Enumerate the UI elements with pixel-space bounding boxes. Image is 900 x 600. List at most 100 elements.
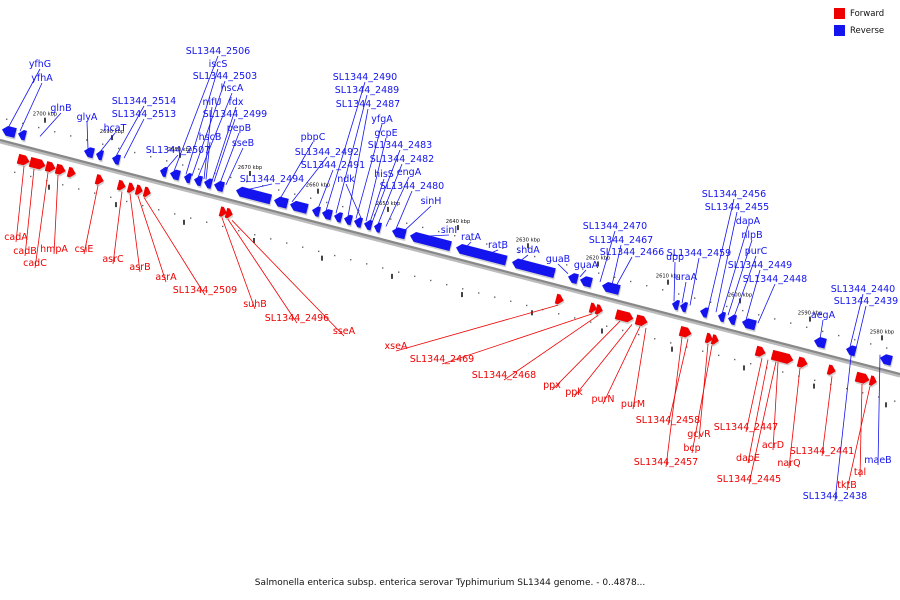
leader-line (291, 156, 328, 203)
guide-dot (198, 168, 200, 170)
reverse-gene-arrow (18, 130, 28, 143)
gene-label: gcpE (374, 128, 397, 139)
gene-body (796, 356, 808, 368)
scale-tick (667, 279, 669, 285)
reverse-gene-arrow (96, 150, 105, 163)
leader-line (185, 68, 219, 175)
gene-label: ratA (461, 232, 481, 243)
reverse-gene-arrow (2, 125, 18, 140)
gene-label: ratB (488, 240, 508, 251)
leader-line (245, 183, 273, 191)
gene-body (594, 304, 603, 315)
forward-gene-arrow (116, 179, 127, 193)
gene-body (84, 147, 95, 159)
guide-dot (414, 275, 416, 278)
gene-label: SL1344_2470 (583, 221, 647, 232)
guide-dot (822, 330, 824, 333)
guide-dot (62, 184, 64, 186)
guide-dot (326, 201, 328, 204)
scale-label: 2600 kbp (728, 292, 753, 298)
gene-label: SL1344_2494 (240, 174, 304, 185)
leader-line (335, 94, 368, 214)
gene-body (94, 174, 104, 185)
reverse-gene-arrow (728, 314, 738, 327)
gene-label: cadC (23, 258, 47, 269)
scale-label: 2700 kbp (33, 112, 58, 118)
leader-line (123, 118, 145, 159)
gene-body (44, 161, 56, 173)
leader-line (423, 234, 450, 237)
reverse-gene-arrow (392, 227, 408, 242)
gene-label: sseA (333, 326, 356, 337)
gene-body (700, 307, 710, 318)
forward-gene-arrow (126, 182, 136, 195)
leader-line (19, 82, 43, 132)
guide-dot (438, 230, 440, 233)
guide-dot (142, 204, 144, 207)
gene-body (704, 332, 713, 344)
leader-line (772, 362, 779, 451)
guide-dot (510, 300, 512, 302)
gene-label: SL1344_2507 (146, 145, 210, 156)
guide-dot (718, 354, 720, 357)
gene-body (754, 345, 766, 357)
leader-line (369, 178, 385, 223)
reverse-gene-arrow (374, 222, 383, 235)
gene-body (214, 181, 225, 192)
gene-body (588, 302, 597, 313)
scale-tick-lower (253, 238, 255, 243)
gene-label: SL1344_2490 (333, 72, 397, 83)
gene-body (2, 125, 17, 138)
gene-label: SL1344_2491 (301, 160, 365, 171)
gene-body (312, 206, 322, 217)
guide-dot (86, 139, 88, 141)
leader-line (227, 219, 298, 324)
gene-body (142, 186, 151, 197)
gene-label: purM (621, 399, 645, 410)
guide-dot (662, 289, 664, 291)
leader-line (615, 256, 633, 287)
guide-dot (134, 151, 136, 154)
leader-line (721, 225, 749, 314)
gene-body (96, 150, 105, 161)
guide-dot (430, 279, 432, 282)
guide-dot (886, 347, 888, 349)
guide-dot (70, 135, 72, 137)
guide-dot (302, 246, 304, 248)
gene-body (16, 153, 30, 166)
guide-dot (350, 259, 352, 261)
gene-label: purC (745, 246, 768, 257)
gene-body (456, 243, 508, 266)
gene-label: SL1344_2482 (370, 154, 434, 165)
gene-label: ppk (565, 387, 583, 398)
gene-label: purN (591, 394, 614, 405)
guide-dot (702, 350, 704, 352)
gene-label: SL1344_2441 (790, 446, 854, 457)
gene-label: hisS (374, 169, 394, 180)
leader-line (203, 106, 213, 180)
reverse-gene-arrow (410, 232, 453, 253)
gene-label: SL1344_2509 (173, 285, 237, 296)
leader-line (707, 198, 735, 311)
gene-label: SL1344_2457 (634, 457, 698, 468)
gene-label: SL1344_2445 (717, 474, 781, 485)
forward-gene-arrow (854, 371, 871, 386)
gene-body (392, 227, 407, 240)
gene-body (274, 196, 289, 209)
forward-gene-arrow (594, 304, 604, 317)
guide-dot (526, 304, 528, 307)
gene-label: pbpC (301, 132, 326, 143)
leader-line (667, 338, 689, 426)
forward-swatch (834, 8, 845, 19)
reverse-gene-arrow (742, 318, 758, 333)
reverse-gene-arrow (334, 212, 344, 225)
leader-line (165, 154, 179, 170)
leader-line (213, 118, 236, 182)
gene-body (770, 349, 794, 364)
leader-line (231, 220, 345, 337)
guide-dot (878, 396, 880, 398)
leader-line (748, 361, 777, 485)
reverse-gene-arrow (512, 258, 557, 280)
gene-label: fdx (229, 97, 244, 108)
